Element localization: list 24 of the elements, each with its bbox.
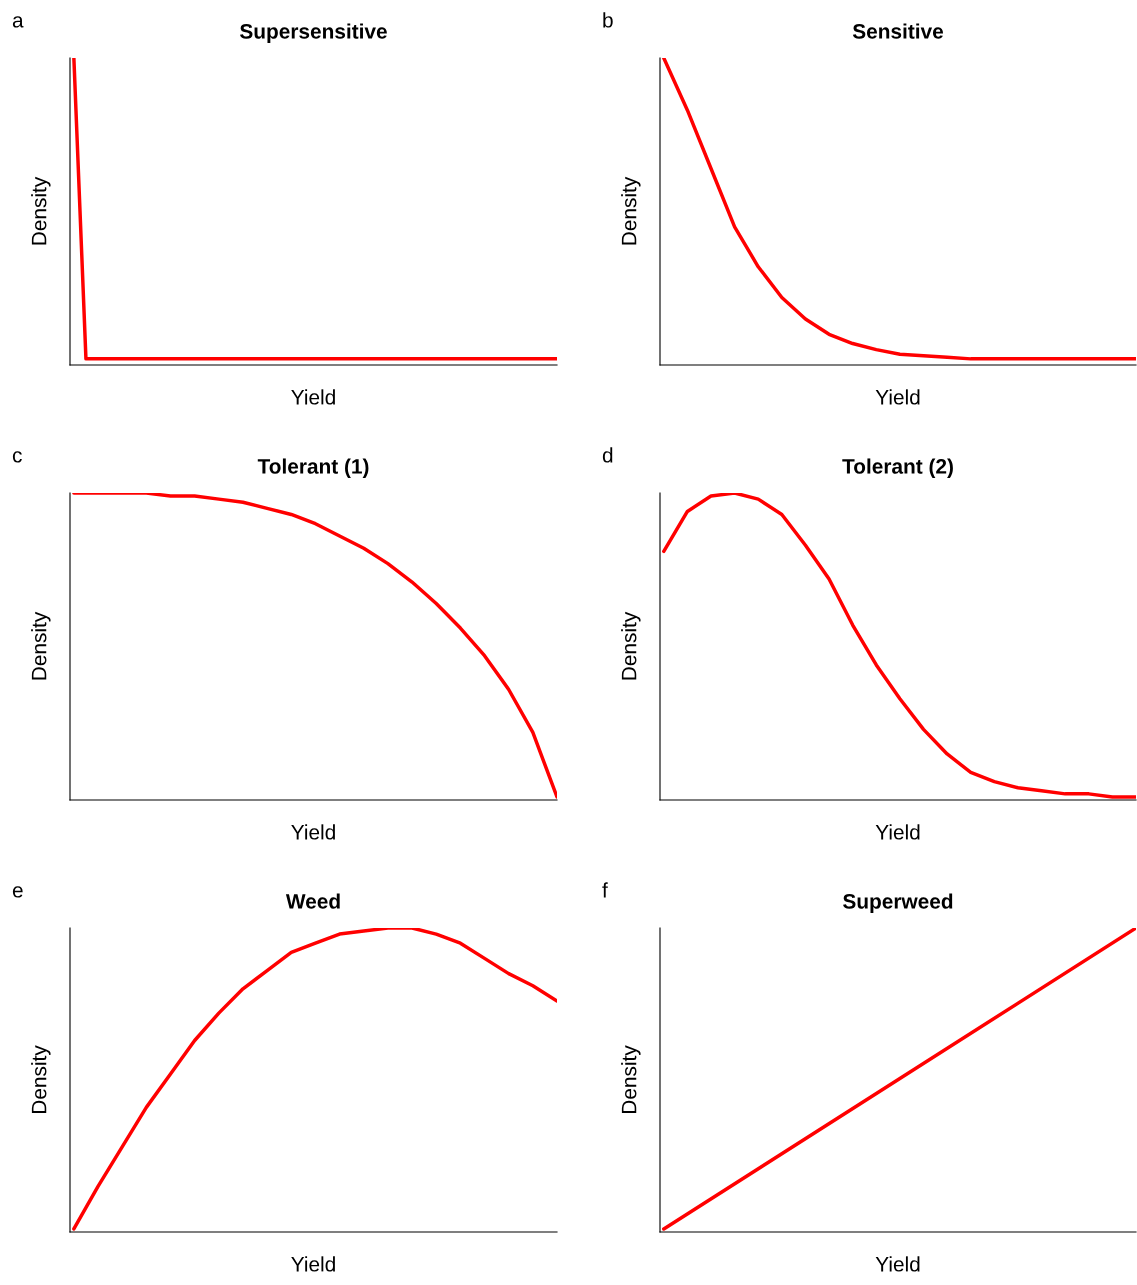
text: f xyxy=(602,882,608,898)
chart-title: Superweed xyxy=(843,893,953,913)
x-axis-title: Yield xyxy=(875,1256,920,1272)
y-axis-title: Density xyxy=(621,1045,641,1114)
text: e xyxy=(12,886,23,898)
y-axis-title: Density xyxy=(621,611,641,680)
x-axis-title: Yield xyxy=(291,389,335,405)
chart-title: Sensitive xyxy=(852,23,944,39)
text: a xyxy=(12,16,24,28)
chart-title: Tolerant (2) xyxy=(842,458,953,478)
chart-title: Supersensitive xyxy=(240,23,387,43)
text: c xyxy=(12,451,22,463)
y-axis-title: Density xyxy=(31,611,51,680)
x-axis-title: Yield xyxy=(875,824,920,840)
y-axis-title: Density xyxy=(31,1045,51,1114)
chart-title: Tolerant (1) xyxy=(257,458,369,478)
text: d xyxy=(602,447,613,463)
x-axis-title: Yield xyxy=(291,1256,335,1272)
chart-title: Weed xyxy=(285,893,340,909)
text: b xyxy=(603,12,613,28)
x-axis-title: Yield xyxy=(291,824,335,840)
x-axis-title: Yield xyxy=(875,389,920,405)
y-axis-title: Density xyxy=(621,176,641,245)
y-axis-title: Density xyxy=(31,176,51,245)
